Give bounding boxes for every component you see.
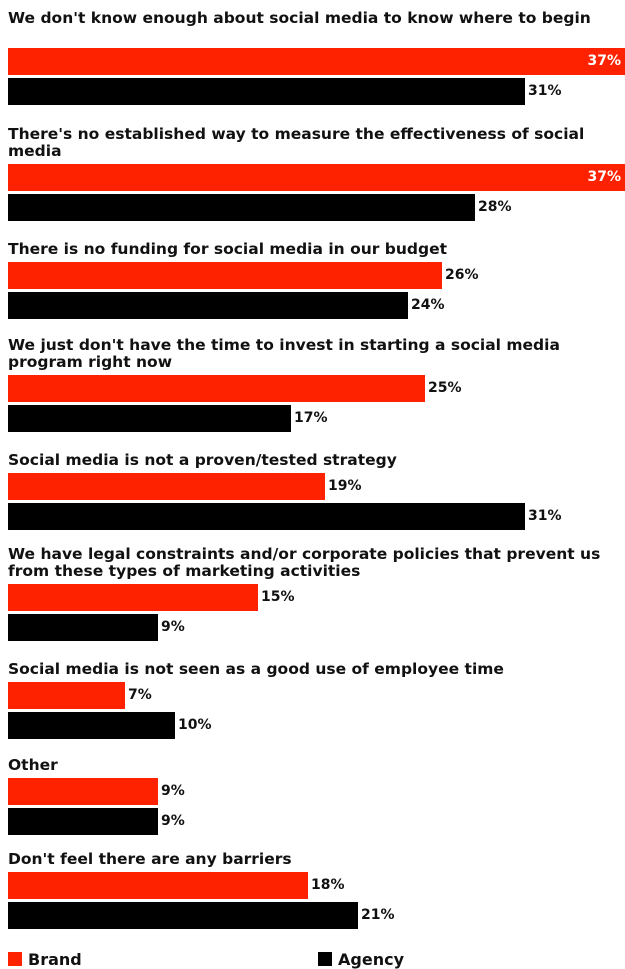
- bar-brand: [8, 778, 158, 805]
- value-label-brand: 7%: [128, 687, 152, 703]
- value-label-agency: 9%: [161, 813, 185, 829]
- bar-agency: [8, 503, 525, 530]
- bar-agency: [8, 405, 291, 432]
- value-label-agency: 31%: [528, 83, 562, 99]
- bar-agency: [8, 78, 525, 105]
- value-label-agency: 10%: [178, 717, 212, 733]
- bar-agency: [8, 808, 158, 835]
- legend-item-agency: Agency: [318, 949, 404, 969]
- category-label: We just don't have the time to invest in…: [8, 336, 560, 371]
- bar-brand: [8, 584, 258, 611]
- bar-brand: [8, 473, 325, 500]
- value-label-agency: 28%: [478, 199, 512, 215]
- value-label-brand: 37%: [587, 53, 621, 69]
- value-label-agency: 31%: [528, 508, 562, 524]
- bar-agency: [8, 902, 358, 929]
- value-label-brand: 25%: [428, 380, 462, 396]
- bar-brand: [8, 262, 442, 289]
- bar-brand: [8, 682, 125, 709]
- value-label-brand: 9%: [161, 783, 185, 799]
- category-label: There's no established way to measure th…: [8, 125, 585, 160]
- legend-label-agency: Agency: [338, 949, 404, 969]
- category-label: We have legal constraints and/or corpora…: [8, 545, 601, 580]
- legend-item-brand: Brand: [8, 949, 82, 969]
- value-label-brand: 15%: [261, 589, 295, 605]
- value-label-agency: 9%: [161, 619, 185, 635]
- bar-agency: [8, 614, 158, 641]
- category-label: Social media is not seen as a good use o…: [8, 660, 504, 678]
- value-label-agency: 17%: [294, 410, 328, 426]
- value-label-brand: 18%: [311, 877, 345, 893]
- value-label-brand: 26%: [445, 267, 479, 283]
- legend-swatch-brand: [8, 952, 22, 966]
- legend-label-brand: Brand: [28, 949, 82, 969]
- value-label-brand: 19%: [328, 478, 362, 494]
- category-label: We don't know enough about social media …: [8, 9, 591, 27]
- category-label: Other: [8, 756, 58, 774]
- category-label: Don't feel there are any barriers: [8, 850, 292, 868]
- category-label: There is no funding for social media in …: [8, 240, 448, 258]
- value-label-agency: 24%: [411, 297, 445, 313]
- bar-brand: [8, 872, 308, 899]
- bar-brand: [8, 48, 625, 75]
- value-label-brand: 37%: [587, 169, 621, 185]
- bar-brand: [8, 164, 625, 191]
- bar-agency: [8, 712, 175, 739]
- category-label: Social media is not a proven/tested stra…: [8, 451, 397, 469]
- bar-agency: [8, 292, 408, 319]
- value-label-agency: 21%: [361, 907, 395, 923]
- bar-agency: [8, 194, 475, 221]
- bar-brand: [8, 375, 425, 402]
- legend-swatch-agency: [318, 952, 332, 966]
